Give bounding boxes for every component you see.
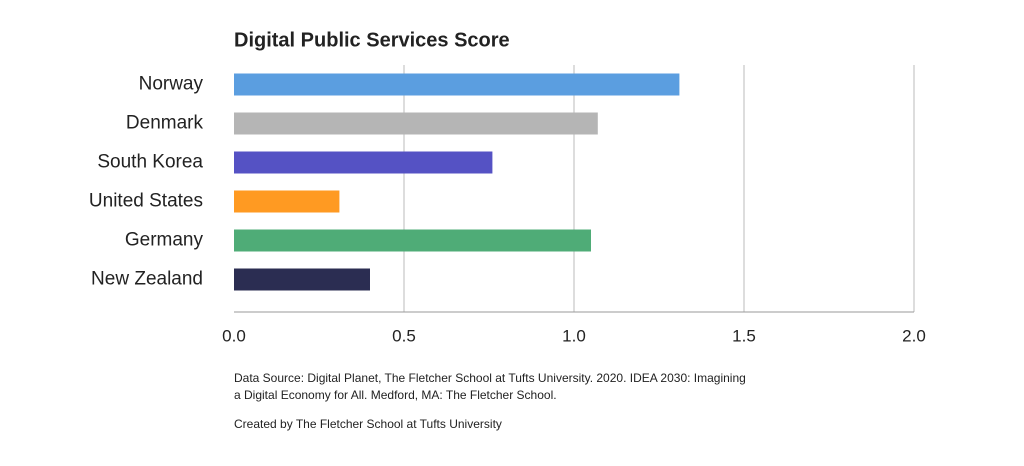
y-tick-label: South Korea <box>97 152 203 173</box>
bar <box>234 112 598 135</box>
x-tick-label: 1.5 <box>732 326 756 345</box>
bar <box>234 268 370 291</box>
bar <box>234 229 591 252</box>
y-tick-label: Germany <box>125 230 204 251</box>
source-note: a Digital Economy for All. Medford, MA: … <box>234 388 557 402</box>
y-tick-label: Denmark <box>126 113 204 134</box>
bar <box>234 151 493 174</box>
x-tick-label: 2.0 <box>902 326 926 345</box>
x-tick-label: 0.0 <box>222 326 246 345</box>
chart-title: Digital Public Services Score <box>234 29 510 51</box>
y-tick-label: Norway <box>139 74 204 95</box>
credit-note: Created by The Fletcher School at Tufts … <box>234 417 502 431</box>
x-tick-label: 0.5 <box>392 326 416 345</box>
y-tick-label: New Zealand <box>91 269 203 290</box>
bar <box>234 73 680 96</box>
source-note: Data Source: Digital Planet, The Fletche… <box>234 371 746 385</box>
y-tick-label: United States <box>89 191 203 212</box>
x-tick-label: 1.0 <box>562 326 586 345</box>
bar <box>234 190 340 213</box>
